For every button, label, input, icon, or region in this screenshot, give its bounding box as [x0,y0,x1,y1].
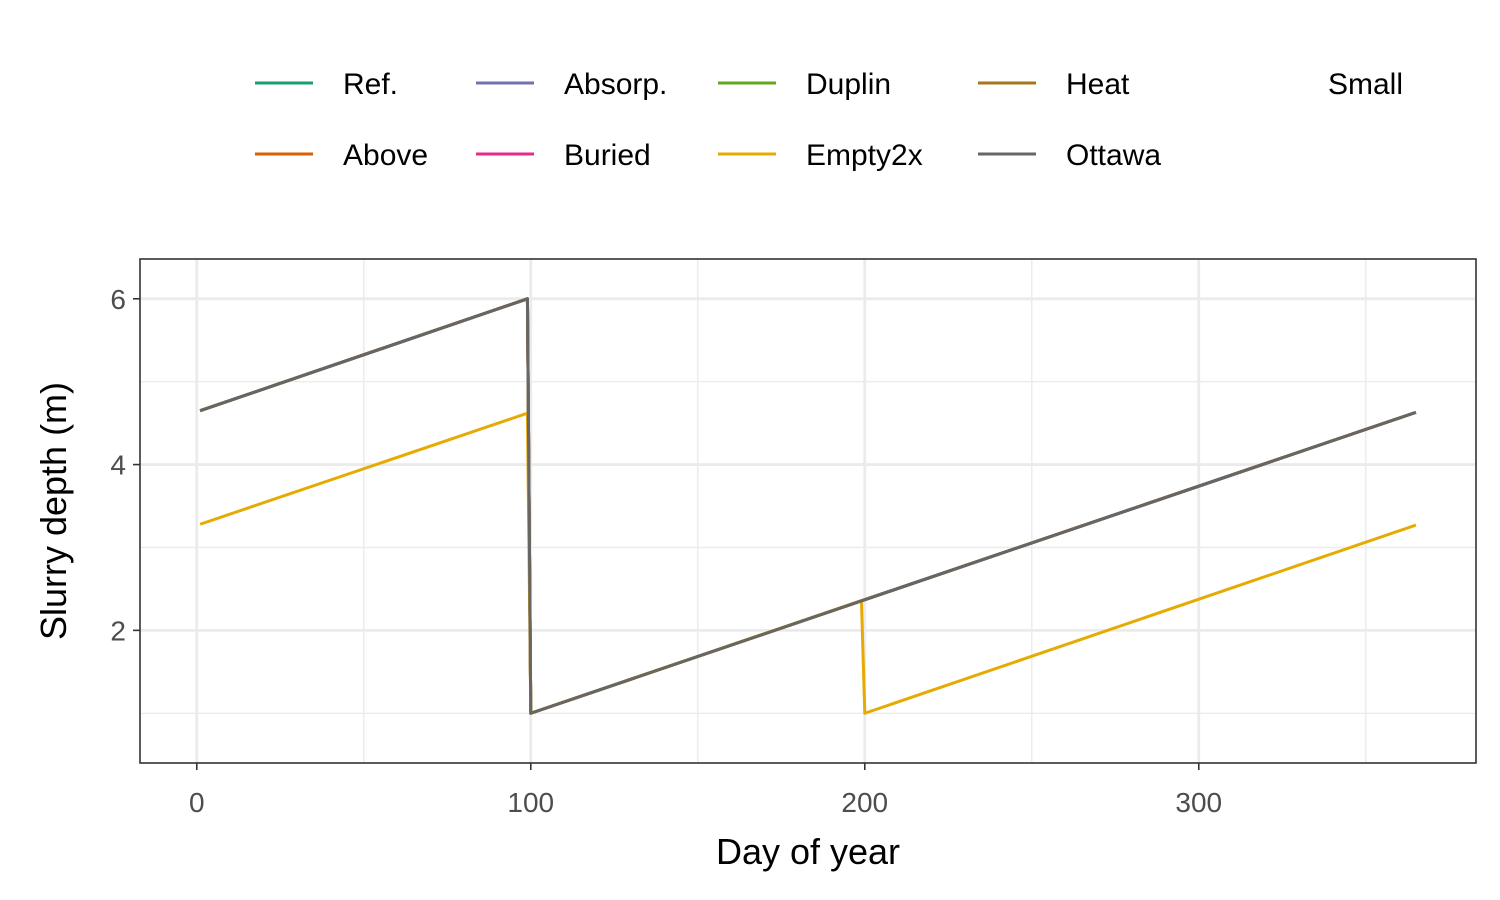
panel-background [140,259,1476,763]
y-axis: 2 4 6 [110,284,140,646]
legend-label-above: Above [343,139,428,172]
legend-item-duplin: Duplin [718,68,891,101]
grid-major [140,259,1476,763]
x-tick-label: 0 [189,787,205,818]
x-tick-label: 300 [1175,787,1222,818]
legend-item-buried: Buried [476,139,651,172]
panel-border [139,258,1477,764]
legend-item-above: Above [255,139,428,172]
series-line-ottawa [199,297,1417,715]
x-axis: 0 100 200 300 [189,763,1222,818]
y-axis-title: Slurry depth (m) [33,382,74,640]
legend-label-heat: Heat [1066,68,1130,101]
legend-item-ref: Ref. [255,68,398,101]
legend-label-small: Small [1328,68,1403,101]
x-tick-label: 100 [507,787,554,818]
y-tick-label: 6 [110,284,126,315]
legend-label-buried: Buried [564,139,651,172]
legend-item-small: Small [1328,68,1403,101]
legend-label-empty2x: Empty2x [806,139,923,172]
legend-item-ottawa: Ottawa [978,139,1161,172]
y-tick-label: 2 [110,615,126,646]
plot-area [139,258,1477,764]
series-lines [199,297,1417,715]
legend-label-absorp: Absorp. [564,68,667,101]
x-axis-title: Day of year [716,831,900,872]
y-tick-label: 4 [110,450,126,481]
grid-minor [140,259,1476,763]
legend-label-duplin: Duplin [806,68,891,101]
legend: Ref. Above Absorp. Buried Duplin Empty2x Heat O… [255,68,1403,172]
legend-item-absorp: Absorp. [476,68,667,101]
legend-label-ottawa: Ottawa [1066,139,1161,172]
legend-label-ref: Ref. [343,68,398,101]
x-tick-label: 200 [841,787,888,818]
legend-item-empty2x: Empty2x [718,139,923,172]
legend-item-heat: Heat [978,68,1130,101]
